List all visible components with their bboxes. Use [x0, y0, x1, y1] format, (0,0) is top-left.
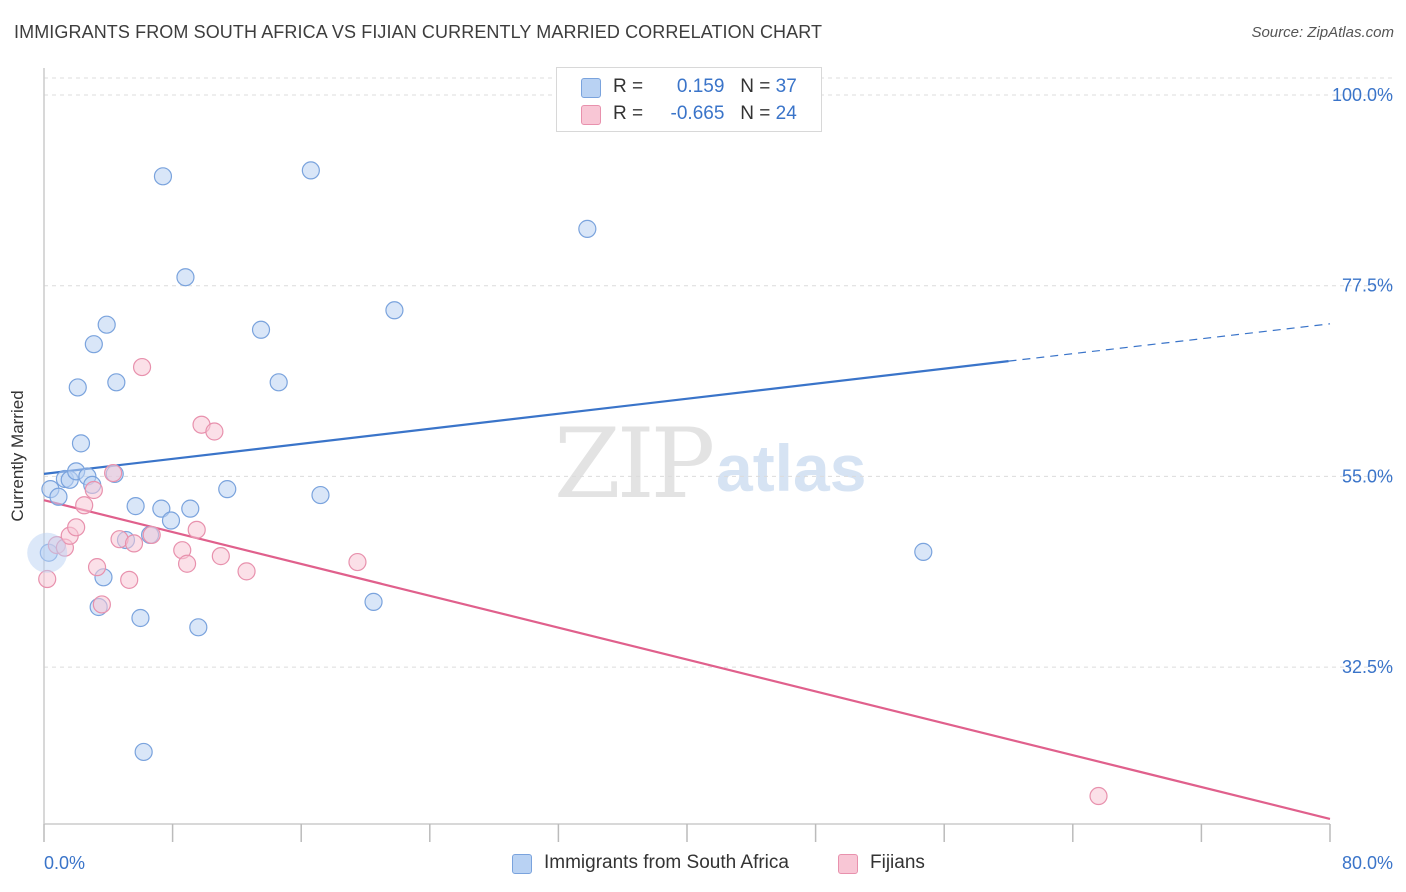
- watermark-atlas: atlas: [716, 431, 867, 505]
- data-point-south-africa: [218, 480, 237, 499]
- tick-labels: 100.0% 77.5% 55.0% 32.5% 0.0% 80.0%: [44, 85, 1393, 873]
- legend-n-value: 37: [775, 76, 797, 97]
- source-label: Source: ZipAtlas.com: [1251, 24, 1394, 41]
- data-point-south-africa: [161, 511, 181, 530]
- data-point-fijians: [142, 525, 161, 545]
- legend-n-label: N =: [740, 76, 771, 97]
- data-point-south-africa: [385, 301, 404, 320]
- data-point-south-africa: [107, 373, 126, 392]
- data-point-south-africa: [176, 268, 195, 287]
- data-point-fijians: [104, 463, 123, 483]
- bottom-legend-swatch-fijians: [838, 854, 858, 874]
- bottom-legend-swatch-south-africa: [512, 854, 532, 874]
- data-point-south-africa: [181, 499, 200, 518]
- data-point-south-africa: [131, 608, 150, 628]
- trend-lines: [43, 323, 1331, 820]
- data-point-south-africa: [251, 320, 271, 339]
- data-point-fijians: [187, 520, 206, 539]
- data-point-south-africa: [71, 434, 91, 453]
- y-tick-label: 77.5%: [1342, 276, 1393, 296]
- x-tick-label: 80.0%: [1342, 853, 1393, 873]
- bottom-legend-label-fijians: Fijians: [870, 852, 925, 873]
- data-point-south-africa: [269, 373, 288, 392]
- y-tick-label: 32.5%: [1342, 657, 1393, 677]
- data-point-fijians: [38, 569, 57, 589]
- data-point-south-africa: [97, 315, 116, 334]
- data-point-fijians: [177, 554, 197, 573]
- data-point-fijians: [205, 422, 224, 441]
- y-tick-label: 100.0%: [1332, 85, 1393, 105]
- legend-n-value: 24: [775, 103, 797, 124]
- axes: [43, 68, 1331, 842]
- x-tick-label: 0.0%: [44, 853, 85, 873]
- correlation-legend: R = 0.159 N = 37 R = -0.665 N = 24: [556, 67, 822, 132]
- data-point-fijians: [75, 496, 94, 515]
- data-point-south-africa: [189, 618, 208, 637]
- data-point-fijians: [348, 552, 367, 572]
- data-point-fijians: [237, 562, 256, 581]
- watermark-zip: ZIP: [554, 408, 715, 520]
- data-point-south-africa: [84, 335, 103, 354]
- legend-swatch-south-africa: [581, 78, 601, 98]
- trend-line-1: [43, 499, 1331, 820]
- y-tick-label: 55.0%: [1342, 466, 1393, 486]
- data-point-south-africa: [364, 592, 383, 611]
- data-point-fijians: [120, 570, 139, 589]
- data-point-south-africa: [126, 497, 145, 516]
- legend-swatch-fijians: [581, 105, 601, 125]
- data-point-fijians: [1089, 786, 1108, 806]
- data-point-cluster: [27, 532, 68, 573]
- data-point-fijians: [67, 518, 86, 537]
- legend-r-value: -0.665: [670, 103, 725, 124]
- legend-n-label: N =: [740, 103, 771, 124]
- bottom-legend-label-south-africa: Immigrants from South Africa: [544, 852, 789, 873]
- data-point-south-africa: [49, 487, 68, 506]
- trend-line-0: [43, 360, 1009, 475]
- data-point-south-africa: [134, 742, 153, 762]
- chart-title: IMMIGRANTS FROM SOUTH AFRICA VS FIJIAN C…: [14, 22, 823, 42]
- data-point-south-africa: [311, 485, 330, 505]
- data-point-south-africa: [301, 161, 320, 180]
- data-point-fijians: [84, 480, 103, 500]
- data-point-fijians: [124, 534, 144, 553]
- legend-r-label: R =: [613, 76, 644, 97]
- legend-r-label: R =: [613, 103, 644, 124]
- legend-r-value: 0.159: [676, 76, 725, 97]
- data-point-fijians: [92, 595, 111, 614]
- data-point-south-africa: [68, 378, 87, 397]
- data-point-fijians: [132, 357, 152, 377]
- data-point-south-africa: [153, 167, 173, 186]
- data-points: [27, 161, 1108, 806]
- data-point-fijians: [211, 547, 230, 566]
- data-point-south-africa: [152, 499, 171, 518]
- data-point-fijians: [87, 558, 107, 577]
- trend-line-extension-0: [1008, 323, 1331, 362]
- data-point-south-africa: [578, 219, 597, 238]
- data-point-south-africa: [914, 542, 933, 561]
